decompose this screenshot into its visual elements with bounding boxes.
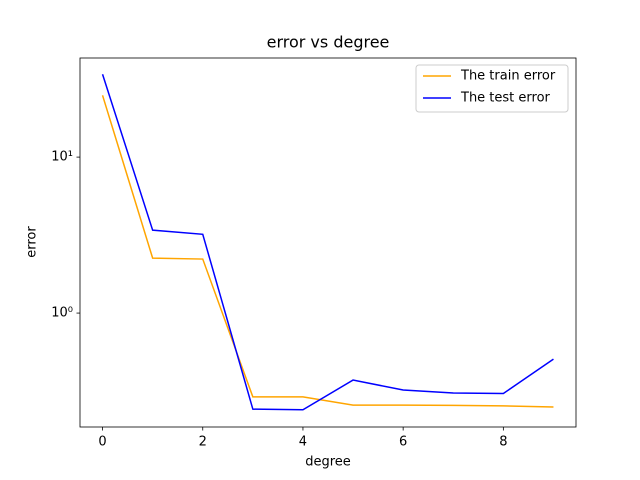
- x-tick-label: 8: [499, 435, 507, 450]
- x-tick-label: 0: [98, 435, 106, 450]
- chart-title: error vs degree: [267, 33, 390, 52]
- y-tick-label: 10¹: [51, 150, 73, 165]
- legend-box: [415, 64, 569, 113]
- x-axis-label: degree: [305, 455, 351, 470]
- legend-label: The test error: [460, 91, 551, 106]
- data-line: [101, 73, 554, 411]
- y-axis-label: error: [25, 226, 40, 258]
- legend-label: The train error: [460, 69, 556, 84]
- x-tick-label: 2: [199, 435, 207, 450]
- data-line: [101, 95, 554, 408]
- x-tick-label: 4: [299, 435, 307, 450]
- y-tick-label: 10⁰: [51, 306, 73, 321]
- x-tick-label: 6: [399, 435, 407, 450]
- axes-frame: [79, 57, 577, 428]
